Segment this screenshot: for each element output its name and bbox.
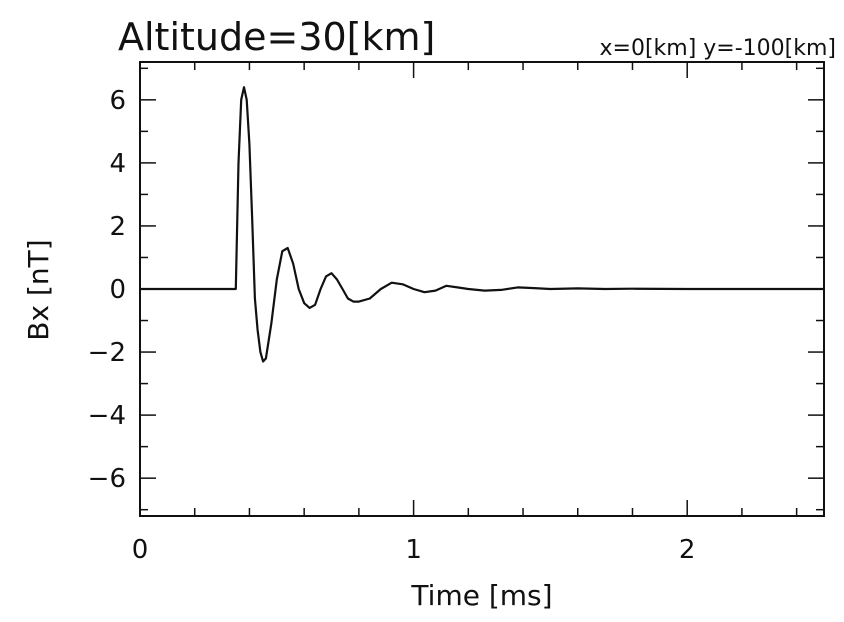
x-tick-label: 1 — [405, 535, 422, 565]
y-tick-label: 2 — [109, 212, 126, 242]
x-axis-tick-labels: 0 1 2 — [132, 535, 696, 565]
series-line-bx — [140, 86, 824, 363]
y-tick-label: −6 — [88, 464, 126, 494]
x-axis-ticks — [139, 62, 798, 516]
y-tick-label: 6 — [109, 86, 126, 116]
y-axis-label: Bx [nT] — [22, 239, 55, 340]
y-axis-ticks — [140, 67, 824, 511]
x-tick-label: 0 — [132, 535, 149, 565]
y-tick-label: −4 — [88, 401, 126, 431]
y-tick-label: 4 — [109, 149, 126, 179]
y-tick-label: −2 — [88, 338, 126, 368]
y-axis-tick-labels: −6 −4 −2 0 2 4 6 — [88, 86, 126, 494]
y-tick-label: 0 — [109, 275, 126, 305]
chart-title: Altitude=30[km] — [118, 15, 435, 59]
chart-subtitle: x=0[km] y=-100[km] — [600, 36, 837, 61]
x-axis-label: Time [ms] — [410, 579, 552, 612]
x-tick-label: 2 — [679, 535, 696, 565]
